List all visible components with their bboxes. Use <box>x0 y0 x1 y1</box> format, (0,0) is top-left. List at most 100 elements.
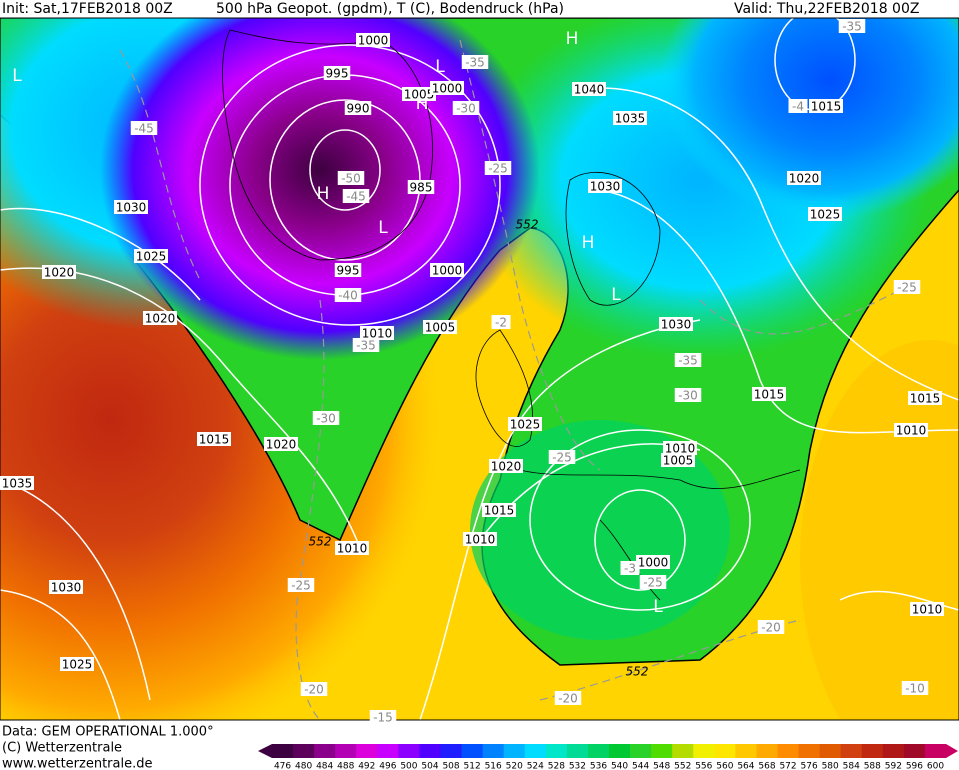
valid-time: Valid: Thu,22FEB2018 00Z <box>734 1 919 17</box>
temperature-label-box <box>674 388 702 402</box>
temperature-label: -10 <box>905 682 925 696</box>
colorbar-label: 520 <box>506 762 523 770</box>
isobar-label-box <box>894 423 928 437</box>
colorbar-swatch <box>314 744 336 758</box>
temperature-label-box <box>484 161 512 175</box>
isobar-label: 1040 <box>574 83 605 97</box>
temperature-label: -50 <box>341 172 361 186</box>
temperature-label: -40 <box>338 289 358 303</box>
temperature-label: -4 <box>792 100 804 114</box>
temperature-label-box <box>639 575 667 589</box>
isobar-label-box <box>910 602 944 616</box>
colorbar-label: 592 <box>885 762 902 770</box>
colorbar-label: 584 <box>843 762 860 770</box>
height-label: 552 <box>309 535 332 549</box>
isobar-label-box <box>402 87 436 101</box>
isobar-label-box <box>360 326 394 340</box>
temperature-label-box <box>352 338 380 352</box>
height-label: 552 <box>626 665 649 679</box>
isobar-label-box <box>344 101 372 115</box>
isobar-label-box <box>908 391 942 405</box>
colorbar-label: 532 <box>569 762 586 770</box>
isobar-label-box <box>42 265 76 279</box>
colorbar-label: 576 <box>801 762 818 770</box>
temperature-label: -45 <box>134 122 154 136</box>
colorbar-swatch <box>609 744 631 758</box>
isobar-label: 1020 <box>44 266 75 280</box>
isobar-label: 1010 <box>665 442 696 456</box>
temperature-label-box <box>312 411 340 425</box>
temperature-label-box <box>130 121 158 135</box>
cold-core-ne <box>660 18 959 220</box>
colorbar-swatch <box>798 744 821 758</box>
pressure-center: L <box>611 285 621 305</box>
isobar-label-box <box>197 432 231 446</box>
colorbar-swatch <box>819 744 842 758</box>
colorbar-swatch <box>840 744 863 758</box>
isobar-label: 1020 <box>145 312 176 326</box>
data-source: Data: GEM OPERATIONAL 1.000° <box>2 725 214 740</box>
colorbar-swatch <box>419 744 441 758</box>
isobar-label: 1020 <box>491 460 522 474</box>
coastlines <box>222 29 801 601</box>
isobar-label-box <box>60 657 94 671</box>
temperature-label-box <box>548 450 576 464</box>
colorbar-end <box>946 744 958 758</box>
isobar-label: 1000 <box>358 34 389 48</box>
isobar-label: 1015 <box>811 100 842 114</box>
isobar-label: 1030 <box>51 581 82 595</box>
colorbar-swatch <box>693 744 715 758</box>
isobar-label-box <box>134 249 168 263</box>
map-title: 500 hPa Geopot. (gpdm), T (C), Bodendruc… <box>216 1 564 17</box>
temperature-label-box <box>554 691 582 705</box>
colorbar-label: 496 <box>379 762 396 770</box>
isobar-label-box <box>334 263 362 277</box>
colorbar-label: 560 <box>716 762 733 770</box>
pressure-center: L <box>435 57 445 77</box>
height-label: 552 <box>516 218 539 232</box>
colorbar-swatch <box>566 744 589 758</box>
isobar-label: 995 <box>337 264 360 278</box>
temperature-label-box <box>300 682 328 696</box>
isobar-label-box <box>335 541 369 555</box>
temperature-label-box <box>838 19 866 33</box>
colorbar-label: 536 <box>590 762 607 770</box>
isobar-label: 1010 <box>337 542 368 556</box>
temperature-label: -30 <box>678 389 698 403</box>
isobar-label-box <box>482 503 516 517</box>
isobar-label: 1030 <box>661 318 692 332</box>
temperature-label-box <box>901 681 929 695</box>
isobar-label: 1010 <box>896 424 927 438</box>
isobar-label: 1020 <box>266 438 297 452</box>
pressure-center: L <box>12 66 22 86</box>
map-frame <box>0 17 959 721</box>
isobar-label-box <box>423 320 457 334</box>
isobar-label: 1020 <box>789 172 820 186</box>
temperature-label: -25 <box>488 162 508 176</box>
isobar-label: 1015 <box>910 392 941 406</box>
init-time: Init: Sat,17FEB2018 00Z <box>2 1 173 17</box>
isobar-label: 1010 <box>465 533 496 547</box>
colorbar-swatch <box>861 744 884 758</box>
isobar-label: 1025 <box>510 418 541 432</box>
isobar-label-box <box>356 33 390 47</box>
temperature-label: -30 <box>316 412 336 426</box>
isobar-label: 1005 <box>404 88 435 102</box>
temperature-label-box <box>461 55 489 69</box>
temperature-label: -35 <box>356 339 376 353</box>
colorbar-label: 552 <box>674 762 691 770</box>
temperature-label: -25 <box>291 579 311 593</box>
pressure-center: H <box>582 233 595 253</box>
isobar-label-box <box>636 555 670 569</box>
temperature-label-box <box>334 288 362 302</box>
isobar-label-box <box>659 317 693 331</box>
temperature-label: -3 <box>624 562 636 576</box>
temperature-label: -45 <box>346 190 366 204</box>
temperature-label: -25 <box>897 281 917 295</box>
colorbar-swatch <box>272 744 294 758</box>
isobar-label-box <box>489 459 523 473</box>
colorbar-swatch <box>335 744 357 758</box>
temperature-label: -15 <box>373 711 393 725</box>
colorbar-swatch <box>882 744 905 758</box>
